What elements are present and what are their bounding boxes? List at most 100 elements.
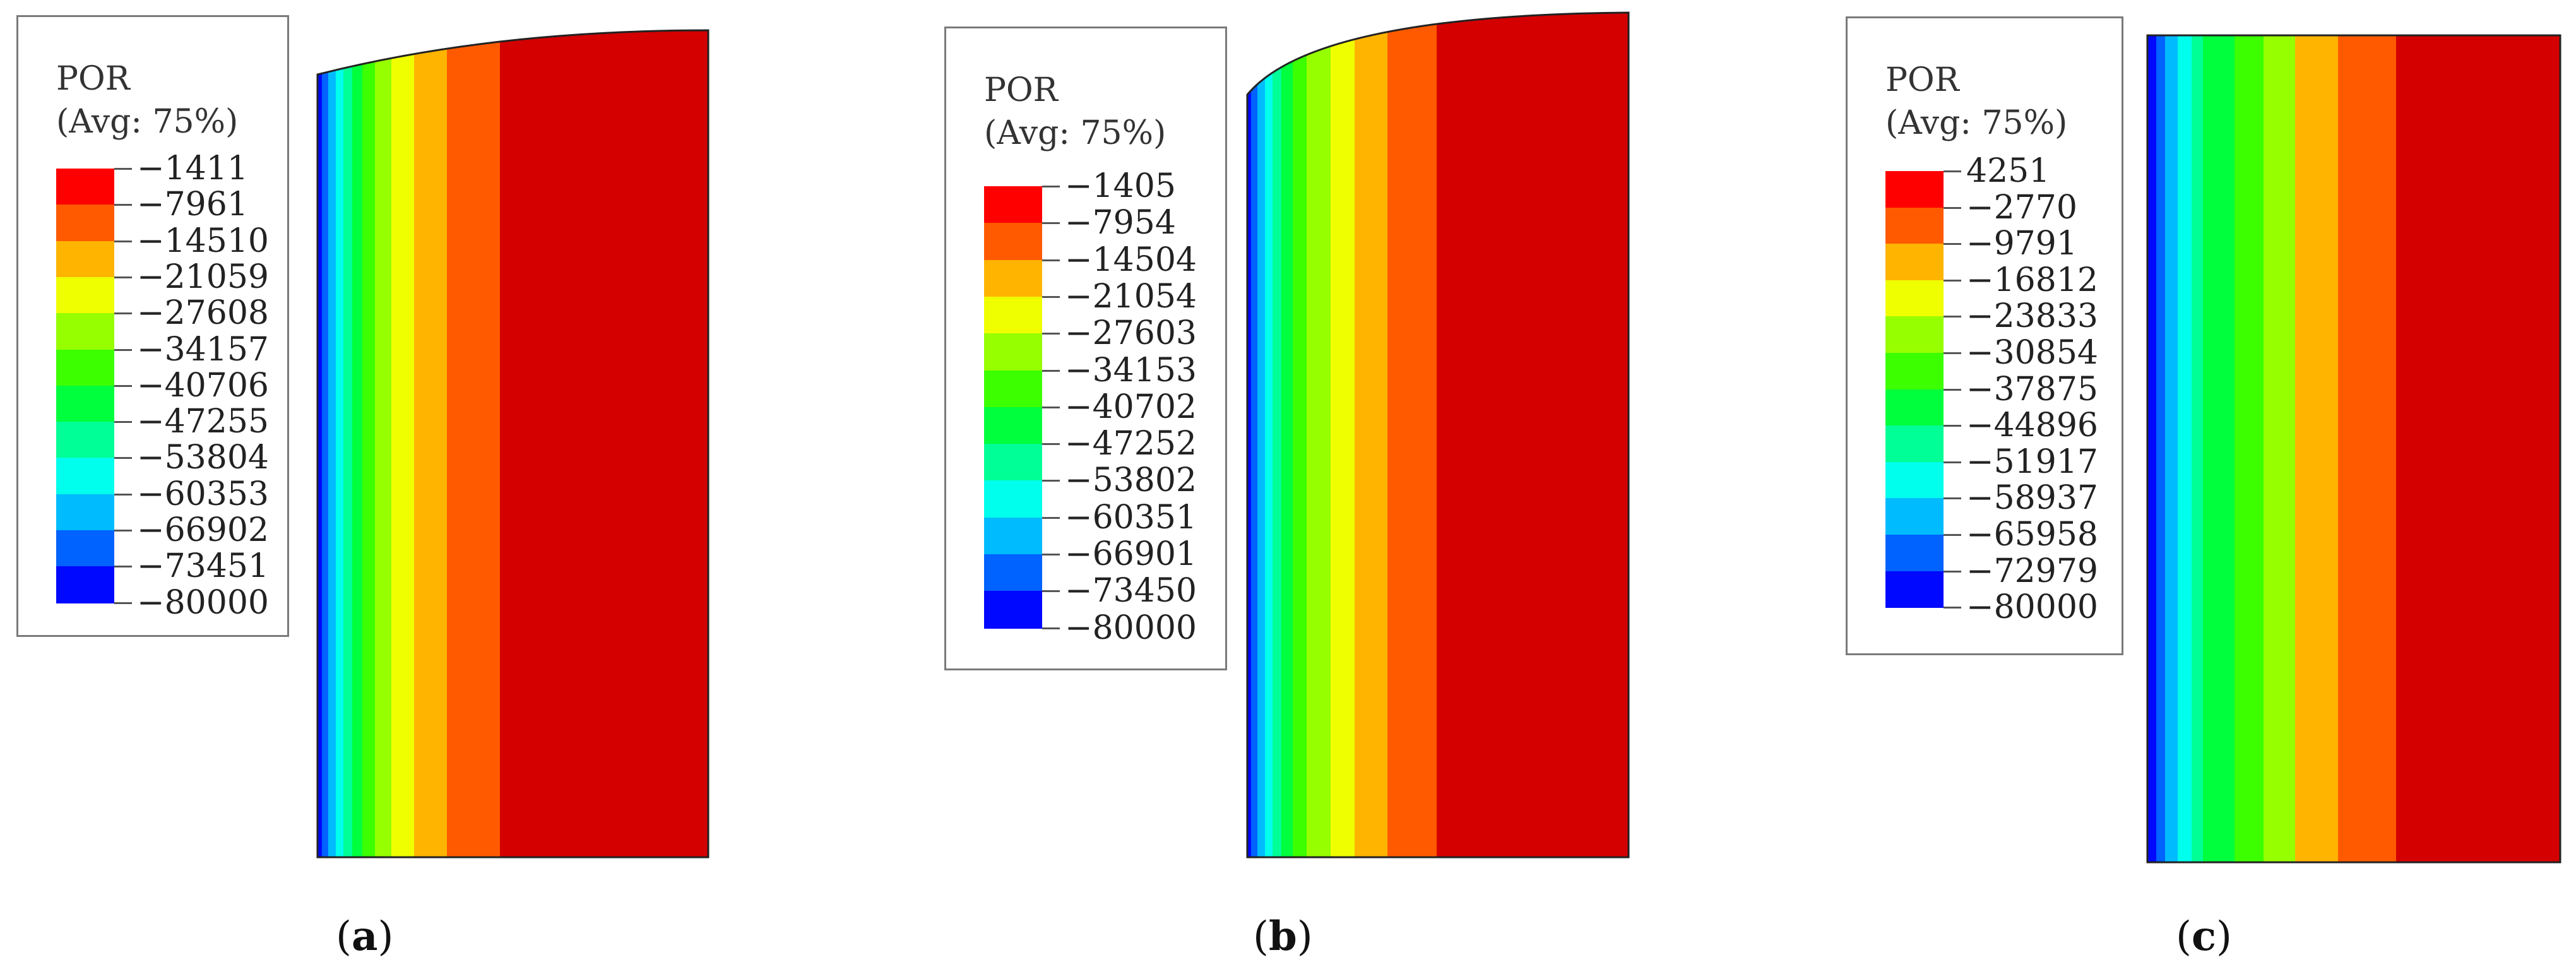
outline [316,29,709,858]
legend-subtitle: (Avg: 75%) [1885,104,2068,142]
tick-label: −47252 [1065,425,1197,463]
tick-label: −72979 [1966,552,2098,590]
color-swatch [984,370,1042,408]
tick-label: −27608 [137,294,269,333]
tick-mark [1944,388,1961,391]
caption-b: (b) [1253,913,1313,960]
tick-mark [1944,497,1961,500]
contour-plot-c [2146,34,2561,864]
band [2203,35,2235,862]
tick-mark [1042,295,1060,298]
band [414,30,447,857]
color-swatch [1885,207,1944,245]
band [318,30,322,857]
color-swatch [56,385,114,423]
caption-letter: b [1268,913,1297,960]
tick-mark [1944,170,1961,172]
tick-mark [1042,369,1060,372]
tick-mark [1042,259,1060,261]
color-swatch [1885,535,1944,572]
band [322,30,328,857]
tick-label: −80000 [137,583,269,622]
color-swatch [1885,571,1944,609]
tick-label: −34153 [1065,351,1197,389]
caption-a: (a) [336,913,394,960]
tick-label: −7961 [137,186,248,224]
tick-mark [1944,570,1961,573]
band [1437,13,1629,857]
tick-mark [1944,607,1961,609]
tick-mark [114,312,132,315]
tick-label: −80000 [1065,609,1197,647]
tick-mark [1042,480,1060,482]
band [1387,13,1437,857]
band [2338,35,2396,862]
color-swatch [984,554,1042,592]
color-swatch [984,591,1042,629]
color-swatch [984,407,1042,445]
tick-label: −21054 [1065,277,1197,316]
tick-mark [1944,352,1961,354]
tick-label: 4251 [1966,152,2050,190]
tick-label: −47255 [137,403,269,441]
color-swatch [984,444,1042,482]
tick-label: −53804 [137,439,269,477]
color-swatch [56,530,114,567]
band [1273,13,1281,857]
tick-label: −65958 [1966,516,2098,554]
tick-label: −40702 [1065,388,1197,426]
tick-label: −27603 [1065,314,1197,353]
tick-mark [1042,333,1060,335]
color-swatch [984,480,1042,518]
band [328,30,336,857]
band [500,30,708,857]
color-swatch [56,494,114,531]
band [2264,35,2295,862]
band [2147,35,2156,862]
color-swatch [56,241,114,278]
legend-subtitle: (Avg: 75%) [984,114,1166,152]
tick-label: −80000 [1966,588,2098,627]
tick-label: −60353 [137,475,269,513]
color-swatch [56,169,114,206]
band [336,30,343,857]
tick-mark [114,276,132,278]
band [352,30,362,857]
band [2165,35,2178,862]
color-swatch [984,259,1042,297]
color-swatch [56,422,114,459]
band [362,30,375,857]
tick-label: −73450 [1065,572,1197,610]
band [447,30,500,857]
color-swatch [56,205,114,242]
tick-mark [114,457,132,460]
tick-mark [1944,316,1961,318]
band [1307,13,1331,857]
tick-label: −66901 [1065,535,1197,573]
tick-mark [114,602,132,604]
tick-label: −44896 [1966,407,2098,445]
tick-mark [1042,443,1060,446]
outline [1246,11,1630,858]
color-swatch [984,296,1042,335]
tick-mark [114,421,132,424]
tick-mark [1944,206,1961,209]
band [1265,13,1273,857]
tick-mark [114,384,132,387]
caption-c: (c) [2176,913,2232,960]
tick-mark [1944,534,1961,536]
color-swatch [1885,389,1944,427]
tick-label: −23833 [1966,297,2098,336]
tick-label: −7954 [1065,204,1176,242]
band [2235,35,2264,862]
color-swatch [1885,316,1944,353]
tick-mark [1944,425,1961,427]
color-swatch [984,186,1042,224]
band [1293,13,1307,857]
tick-label: −2770 [1966,188,2077,227]
band [2192,35,2203,862]
color-swatch [984,333,1042,371]
tick-label: −58937 [1966,479,2098,518]
band [2295,35,2338,862]
contour-plot-b [1246,11,1630,858]
